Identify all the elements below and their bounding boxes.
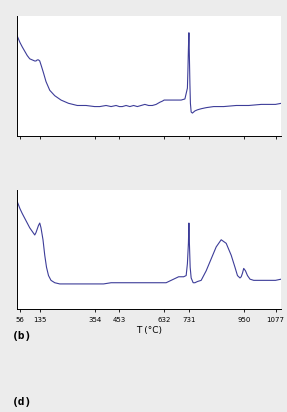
Text: (b): (b) <box>11 331 32 341</box>
X-axis label: T (°C): T (°C) <box>136 326 162 335</box>
Text: (d): (d) <box>11 397 32 407</box>
